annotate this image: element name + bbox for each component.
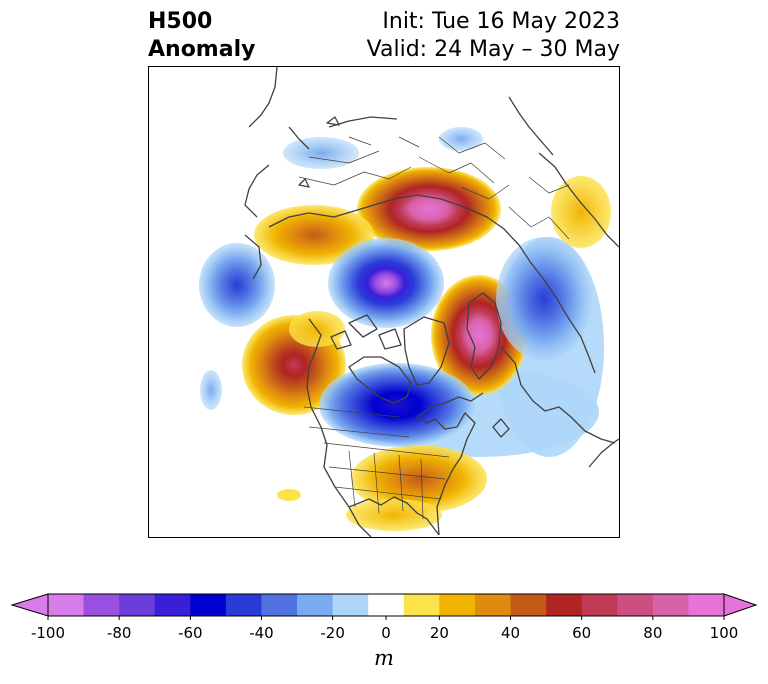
- positive-anomaly-gulf: [277, 489, 301, 501]
- negative-anomaly-arctic: [283, 137, 359, 169]
- positive-anomaly-southeast-us: [351, 445, 487, 513]
- colorbar-tick-label: 40: [500, 624, 521, 642]
- scandinavia-coast: [466, 292, 502, 380]
- colorbar-tick-label: 0: [381, 624, 391, 642]
- negative-anomaly-pacific: [199, 243, 275, 327]
- colorbar-extend-high: [723, 593, 758, 617]
- colorbar-tick-label: 80: [643, 624, 663, 642]
- colorbar-segment: [297, 594, 334, 616]
- colorbar-tick-label: 100: [709, 624, 739, 642]
- positive-anomaly-siberia: [357, 167, 501, 251]
- us-state-borders: [303, 406, 450, 520]
- eurasia-north-coast: [268, 194, 596, 374]
- colorbar-segment: [83, 594, 120, 616]
- europe-coast: [500, 346, 616, 444]
- colorbar-tick-label: -20: [320, 624, 345, 642]
- positive-anomaly-southeast-us-2: [346, 499, 442, 531]
- map-canvas: [199, 67, 619, 537]
- colorbar-segment: [581, 594, 618, 616]
- middle-east-coast: [538, 152, 619, 248]
- map-panel: [148, 66, 620, 538]
- negative-anomaly-great-lakes: [319, 363, 475, 447]
- colorbar-segment: [439, 594, 476, 616]
- colorbar-tick-label: 60: [572, 624, 592, 642]
- india-coast: [508, 96, 554, 156]
- east-asia-coast: [248, 67, 398, 150]
- north-america-coast: [306, 318, 484, 537]
- colorbar-segment: [403, 594, 440, 616]
- colorbar-segment: [261, 594, 298, 616]
- positive-anomaly-europe: [551, 176, 611, 248]
- colorbar-tick-label: -60: [178, 624, 203, 642]
- title-variable: H500: [148, 9, 213, 34]
- colorbar-segment: [48, 594, 85, 616]
- greenland-coast: [403, 316, 450, 386]
- negative-anomaly-arctic-east: [439, 127, 483, 151]
- title-valid-range: Valid: 24 May – 30 May: [366, 37, 620, 62]
- negative-anomaly-central-asia: [496, 237, 592, 361]
- africa-coast: [588, 438, 619, 468]
- colorbar-tick-label: -40: [249, 624, 274, 642]
- kamchatka-coast: [244, 164, 270, 280]
- colorbar-segment: [688, 594, 725, 616]
- title-field: Anomaly: [148, 37, 256, 62]
- colorbar-segment: [617, 594, 654, 616]
- hudson-bay: [348, 356, 412, 404]
- chart-title-left: H500 Anomaly: [148, 8, 255, 64]
- colorbar-units-label: m: [374, 646, 394, 670]
- negative-anomaly-north-pacific: [200, 370, 222, 410]
- anomaly-shading: [199, 127, 611, 531]
- colorbar-segment: [474, 594, 512, 616]
- colorbar: [10, 593, 758, 620]
- colorbar-segment: [154, 594, 191, 616]
- title-init-date: Init: Tue 16 May 2023: [382, 9, 620, 34]
- colorbar-tick-label: 20: [429, 624, 449, 642]
- colorbar-segment: [652, 594, 689, 616]
- colorbar-segment: [368, 594, 405, 616]
- colorbar-segment: [332, 594, 369, 616]
- chart-title-right: Init: Tue 16 May 2023 Valid: 24 May – 30…: [367, 8, 620, 64]
- colorbar-tick-label: -100: [30, 624, 66, 642]
- colorbar-extend-low: [10, 593, 49, 617]
- colorbar-segment: [119, 594, 156, 616]
- colorbar-segment: [225, 594, 262, 616]
- eurasia-country-borders: [298, 136, 570, 240]
- colorbar-segment: [510, 594, 547, 616]
- negative-anomaly-baffin: [328, 238, 444, 328]
- colorbar-segment: [546, 594, 583, 616]
- coastlines-borders: [244, 67, 619, 537]
- colorbar-tick-label: -80: [106, 624, 132, 642]
- canadian-archipelago: [330, 314, 402, 350]
- colorbar-segment: [190, 594, 227, 616]
- islands: [298, 116, 510, 438]
